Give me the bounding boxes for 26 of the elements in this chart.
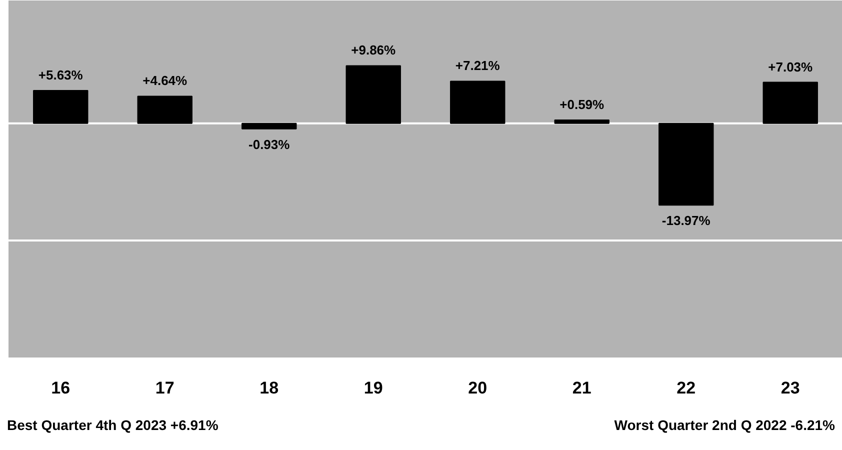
text: Worst Quarter 2nd Q 2022 -6.21% xyxy=(614,416,835,435)
bar xyxy=(137,96,192,124)
bar xyxy=(762,82,818,124)
text: Best Quarter 4th Q 2023 +6.91% xyxy=(7,416,218,435)
bar xyxy=(658,122,714,206)
data-label: -13.97% xyxy=(662,213,711,228)
x-tick-label: 18 xyxy=(260,378,279,398)
x-tick-label: 19 xyxy=(364,378,383,398)
x-tick-label: 16 xyxy=(51,378,70,398)
data-label: +5.63% xyxy=(38,67,84,82)
bar xyxy=(554,119,610,124)
x-tick-label: 23 xyxy=(780,378,800,398)
data-label: +4.64% xyxy=(142,73,188,88)
bar xyxy=(346,65,401,124)
bar xyxy=(242,122,297,130)
bar xyxy=(33,90,88,124)
x-tick-label: 20 xyxy=(468,378,488,398)
bar xyxy=(450,80,506,124)
data-label: +7.21% xyxy=(455,58,500,74)
data-label: -0.93% xyxy=(248,136,290,152)
data-label: +0.59% xyxy=(560,96,605,112)
x-tick-label: 17 xyxy=(155,378,174,398)
x-tick-label: 21 xyxy=(572,378,592,398)
x-tick-label: 22 xyxy=(676,378,696,398)
data-label: +9.86% xyxy=(351,42,396,58)
data-label: +7.03% xyxy=(768,59,814,74)
